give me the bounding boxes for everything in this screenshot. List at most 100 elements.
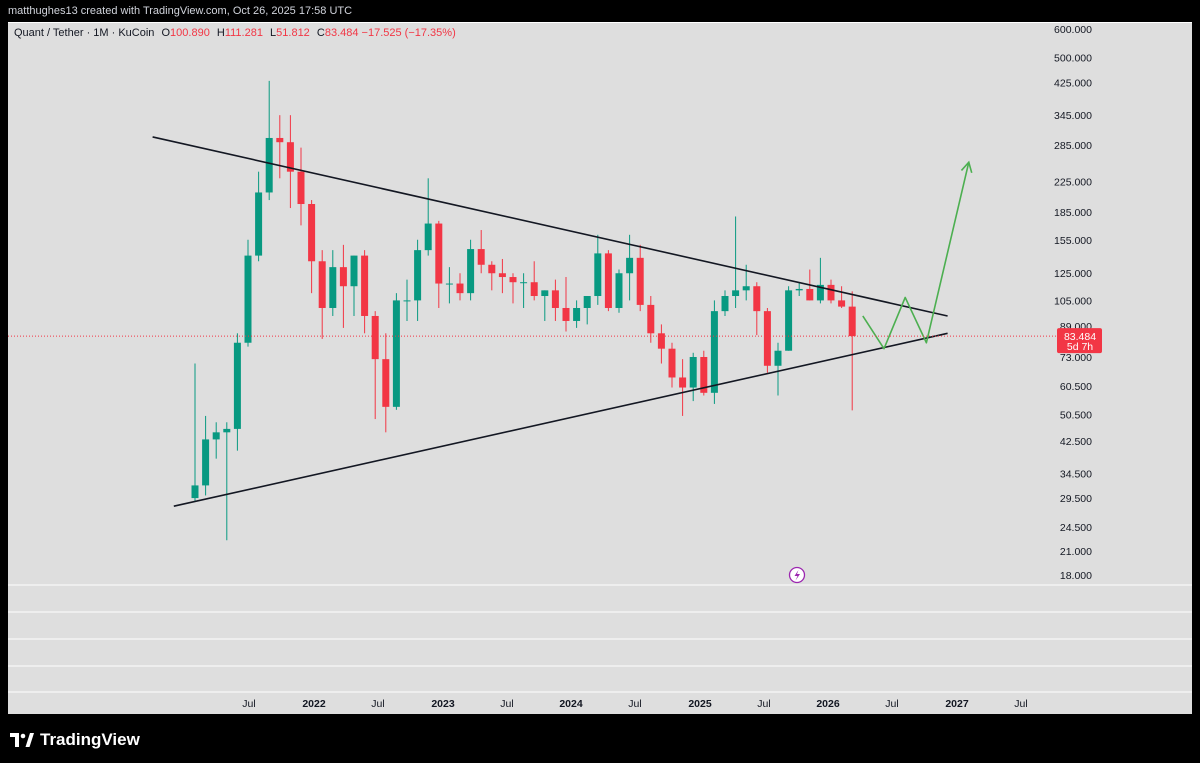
candle[interactable] bbox=[583, 296, 591, 325]
candle[interactable] bbox=[615, 269, 623, 313]
candle[interactable] bbox=[668, 342, 676, 388]
candle[interactable] bbox=[732, 216, 740, 308]
candle[interactable] bbox=[541, 290, 549, 321]
candle[interactable] bbox=[562, 277, 570, 332]
candle[interactable] bbox=[297, 147, 305, 226]
x-axis-label: Jul bbox=[500, 698, 513, 710]
candle[interactable] bbox=[467, 239, 475, 301]
candle-body bbox=[838, 300, 846, 307]
candle[interactable] bbox=[244, 239, 252, 347]
candle[interactable] bbox=[636, 244, 644, 312]
candle[interactable] bbox=[827, 279, 835, 304]
candle[interactable] bbox=[456, 273, 464, 301]
candle-body bbox=[785, 290, 793, 351]
y-axis-label: 24.500 bbox=[1060, 522, 1092, 534]
candle-body bbox=[763, 311, 771, 366]
candle-body bbox=[361, 255, 369, 316]
candle[interactable] bbox=[721, 290, 729, 316]
symbol-name[interactable]: Quant / Tether · 1M · KuCoin bbox=[14, 27, 155, 39]
y-axis-label: 185.000 bbox=[1054, 207, 1092, 219]
candle-body bbox=[562, 307, 570, 321]
candle-body bbox=[679, 377, 687, 388]
y-axis-label: 29.500 bbox=[1060, 493, 1092, 505]
candle[interactable] bbox=[255, 171, 263, 262]
candle-body bbox=[816, 284, 824, 301]
y-axis-label: 425.000 bbox=[1054, 78, 1092, 90]
candle[interactable] bbox=[265, 80, 273, 201]
candle[interactable] bbox=[848, 291, 856, 411]
candle[interactable] bbox=[403, 279, 411, 321]
candle-body bbox=[636, 257, 644, 305]
candle[interactable] bbox=[212, 422, 220, 459]
candle[interactable] bbox=[689, 352, 697, 402]
candle-body bbox=[530, 282, 538, 297]
candle[interactable] bbox=[488, 261, 496, 291]
candle[interactable] bbox=[498, 258, 506, 294]
candle[interactable] bbox=[816, 257, 824, 304]
candle[interactable] bbox=[647, 296, 655, 343]
candle[interactable] bbox=[477, 230, 485, 274]
candle[interactable] bbox=[530, 261, 538, 301]
price-badge-countdown: 5d 7h bbox=[1067, 341, 1093, 353]
candle[interactable] bbox=[753, 282, 761, 336]
candle[interactable] bbox=[392, 293, 400, 410]
candle-body bbox=[689, 356, 697, 388]
candle[interactable] bbox=[329, 250, 337, 316]
candle-body bbox=[467, 249, 475, 294]
candle[interactable] bbox=[361, 250, 369, 334]
candle[interactable] bbox=[626, 234, 634, 301]
candle-body bbox=[753, 286, 761, 312]
candle[interactable] bbox=[763, 307, 771, 373]
y-axis-label: 155.000 bbox=[1054, 235, 1092, 247]
trendline-lower[interactable] bbox=[173, 332, 948, 507]
candle[interactable] bbox=[191, 363, 199, 501]
candle[interactable] bbox=[371, 311, 379, 420]
candle-body bbox=[710, 311, 718, 393]
candle-body bbox=[202, 439, 210, 486]
low-label: L bbox=[270, 27, 277, 39]
candle[interactable] bbox=[445, 267, 453, 304]
candle[interactable] bbox=[318, 250, 326, 339]
y-axis-label: 600.000 bbox=[1054, 24, 1092, 36]
candle[interactable] bbox=[785, 286, 793, 351]
candle[interactable] bbox=[435, 220, 443, 308]
open-value: 100.890 bbox=[170, 27, 210, 39]
candle[interactable] bbox=[710, 300, 718, 404]
price-chart[interactable]: 600.000 500.000 425.000 345.000 285.000 225.0… bbox=[8, 22, 1192, 714]
y-axis-label: 34.500 bbox=[1060, 469, 1092, 481]
candle[interactable] bbox=[774, 342, 782, 396]
projection-path[interactable] bbox=[862, 162, 970, 350]
candle[interactable] bbox=[679, 359, 687, 416]
candle[interactable] bbox=[233, 333, 241, 451]
candle[interactable] bbox=[308, 200, 316, 294]
candle[interactable] bbox=[414, 239, 422, 321]
candle[interactable] bbox=[795, 282, 803, 297]
chart-panel[interactable]: 600.000 500.000 425.000 345.000 285.000 225.0… bbox=[8, 22, 1192, 714]
tradingview-logo[interactable]: TradingView bbox=[10, 730, 140, 750]
candle[interactable] bbox=[424, 178, 432, 256]
candle[interactable] bbox=[286, 115, 294, 209]
close-label: C bbox=[316, 27, 325, 39]
candle[interactable] bbox=[520, 273, 528, 308]
candle[interactable] bbox=[573, 300, 581, 328]
candle-body bbox=[265, 137, 273, 193]
candle-body bbox=[488, 264, 496, 274]
candle[interactable] bbox=[350, 255, 358, 316]
candle[interactable] bbox=[339, 244, 347, 328]
candle[interactable] bbox=[509, 273, 517, 304]
low-value: 51.812 bbox=[276, 27, 310, 39]
footer: TradingView bbox=[0, 714, 1200, 763]
candle[interactable] bbox=[202, 415, 210, 496]
candle[interactable] bbox=[551, 279, 559, 321]
candle[interactable] bbox=[594, 234, 602, 305]
candle[interactable] bbox=[223, 422, 231, 541]
candle[interactable] bbox=[604, 250, 612, 312]
event-lightning-icon[interactable] bbox=[788, 566, 806, 584]
candle[interactable] bbox=[276, 115, 284, 179]
candle-body bbox=[244, 255, 252, 343]
candle[interactable] bbox=[838, 286, 846, 308]
y-axis-label: 285.000 bbox=[1054, 140, 1092, 152]
candle[interactable] bbox=[657, 324, 665, 364]
candle[interactable] bbox=[382, 333, 390, 433]
trendline-upper[interactable] bbox=[152, 136, 948, 317]
